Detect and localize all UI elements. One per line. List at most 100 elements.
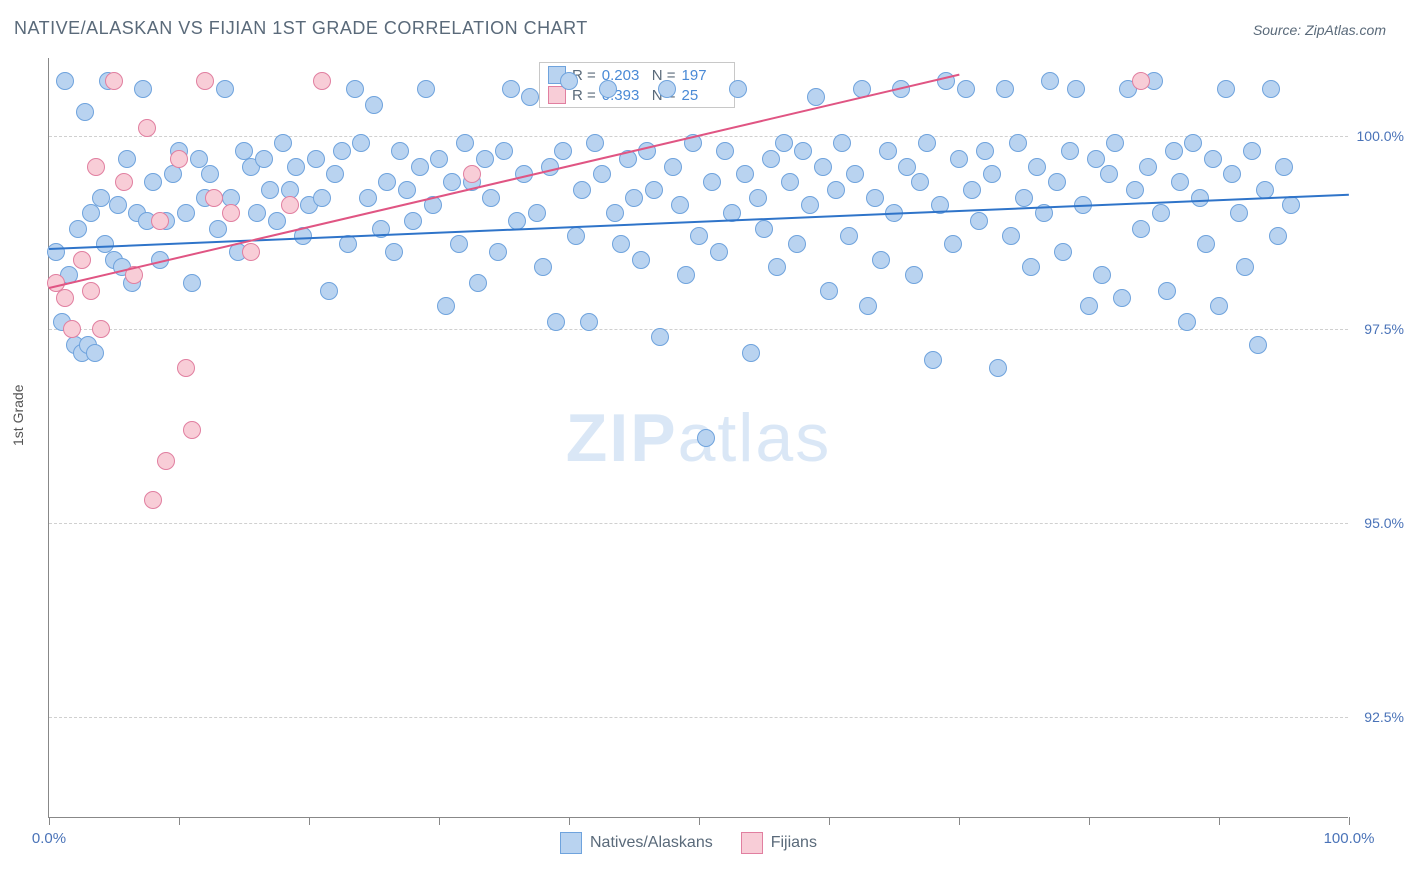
scatter-point: [216, 80, 234, 98]
scatter-point: [664, 158, 682, 176]
chart-container: NATIVE/ALASKAN VS FIJIAN 1ST GRADE CORRE…: [0, 0, 1406, 892]
scatter-point: [109, 196, 127, 214]
scatter-point: [801, 196, 819, 214]
scatter-point: [840, 227, 858, 245]
scatter-point: [580, 313, 598, 331]
legend-label-series1: Natives/Alaskans: [590, 834, 713, 852]
scatter-point: [528, 204, 546, 222]
scatter-point: [417, 80, 435, 98]
scatter-point: [918, 134, 936, 152]
stat-n-val-1: 197: [682, 67, 726, 84]
scatter-point: [1139, 158, 1157, 176]
scatter-point: [1009, 134, 1027, 152]
scatter-point: [950, 150, 968, 168]
scatter-point: [190, 150, 208, 168]
scatter-point: [1002, 227, 1020, 245]
scatter-point: [437, 297, 455, 315]
scatter-point: [879, 142, 897, 160]
scatter-point: [690, 227, 708, 245]
bottom-legend: Natives/Alaskans Fijians: [560, 832, 817, 854]
scatter-point: [1275, 158, 1293, 176]
scatter-point: [833, 134, 851, 152]
scatter-point: [489, 243, 507, 261]
scatter-point: [651, 328, 669, 346]
scatter-point: [963, 181, 981, 199]
scatter-point: [573, 181, 591, 199]
scatter-point: [846, 165, 864, 183]
scatter-point: [69, 220, 87, 238]
scatter-point: [209, 220, 227, 238]
scatter-point: [866, 189, 884, 207]
watermark-bold: ZIP: [566, 400, 678, 476]
x-tick: [49, 817, 50, 825]
scatter-point: [671, 196, 689, 214]
scatter-point: [554, 142, 572, 160]
stat-r-label-2: R =: [572, 87, 596, 104]
scatter-point: [1230, 204, 1248, 222]
scatter-point: [151, 212, 169, 230]
x-tick: [1089, 817, 1090, 825]
scatter-point: [430, 150, 448, 168]
x-tick: [1219, 817, 1220, 825]
scatter-point: [255, 150, 273, 168]
scatter-point: [1217, 80, 1235, 98]
scatter-point: [138, 119, 156, 137]
scatter-point: [729, 80, 747, 98]
scatter-point: [742, 344, 760, 362]
scatter-point: [872, 251, 890, 269]
scatter-point: [242, 243, 260, 261]
scatter-point: [268, 212, 286, 230]
scatter-point: [716, 142, 734, 160]
scatter-point: [1100, 165, 1118, 183]
scatter-point: [1106, 134, 1124, 152]
scatter-point: [82, 204, 100, 222]
scatter-point: [599, 80, 617, 98]
x-tick: [309, 817, 310, 825]
scatter-point: [1015, 189, 1033, 207]
scatter-point: [443, 173, 461, 191]
scatter-point: [404, 212, 422, 230]
scatter-point: [508, 212, 526, 230]
scatter-point: [1054, 243, 1072, 261]
scatter-point: [1041, 72, 1059, 90]
x-tick: [569, 817, 570, 825]
scatter-point: [1171, 173, 1189, 191]
scatter-point: [248, 204, 266, 222]
scatter-point: [196, 72, 214, 90]
scatter-point: [827, 181, 845, 199]
x-tick-label: 100.0%: [1324, 830, 1375, 847]
scatter-point: [1249, 336, 1267, 354]
scatter-point: [157, 452, 175, 470]
scatter-point: [632, 251, 650, 269]
scatter-point: [1093, 266, 1111, 284]
scatter-point: [502, 80, 520, 98]
source-label: Source:: [1253, 22, 1305, 38]
scatter-point: [144, 491, 162, 509]
scatter-point: [365, 96, 383, 114]
scatter-point: [1269, 227, 1287, 245]
scatter-point: [560, 72, 578, 90]
scatter-point: [1204, 150, 1222, 168]
scatter-point: [658, 80, 676, 98]
scatter-point: [645, 181, 663, 199]
scatter-point: [1080, 297, 1098, 315]
scatter-point: [183, 274, 201, 292]
scatter-point: [73, 251, 91, 269]
scatter-point: [755, 220, 773, 238]
scatter-point: [1061, 142, 1079, 160]
scatter-point: [222, 204, 240, 222]
scatter-point: [807, 88, 825, 106]
scatter-point: [1197, 235, 1215, 253]
scatter-point: [1132, 220, 1150, 238]
scatter-point: [398, 181, 416, 199]
scatter-point: [1165, 142, 1183, 160]
chart-title: NATIVE/ALASKAN VS FIJIAN 1ST GRADE CORRE…: [14, 18, 588, 39]
scatter-point: [1087, 150, 1105, 168]
scatter-point: [567, 227, 585, 245]
scatter-point: [606, 204, 624, 222]
legend-item-series2: Fijians: [741, 832, 817, 854]
legend-swatch-series1-icon: [560, 832, 582, 854]
scatter-point: [996, 80, 1014, 98]
scatter-point: [105, 72, 123, 90]
scatter-point: [359, 189, 377, 207]
